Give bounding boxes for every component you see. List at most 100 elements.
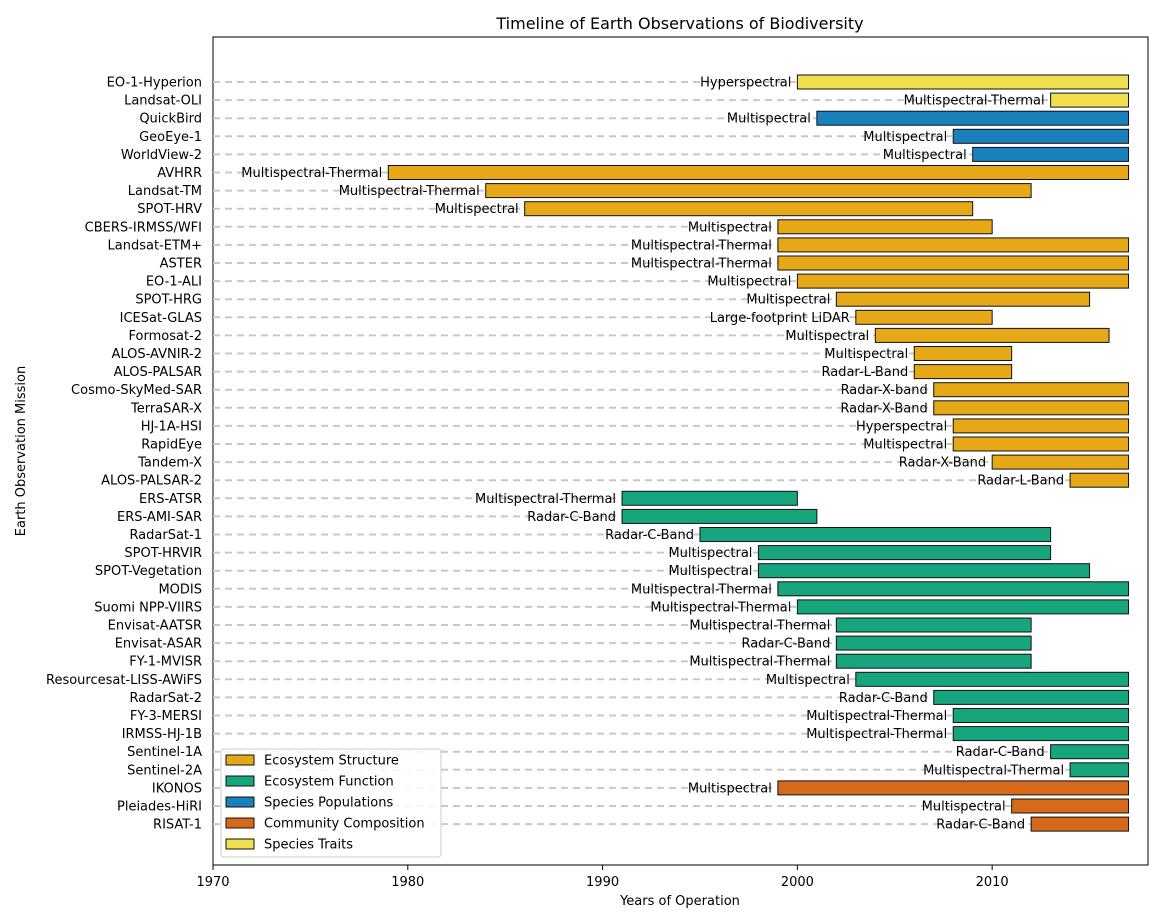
bar-label-cbers-irmss-wfi: Multispectral: [688, 220, 772, 235]
bar-label-cosmo-skymed-sar: Radar-X-band: [841, 383, 928, 398]
bar-label-fy-3-mersi: Multispectral-Thermal: [806, 709, 947, 724]
bar-label-resourcesat-liss-awifs: Multispectral: [766, 673, 850, 688]
mission-label-worldview-2: WorldView-2: [121, 148, 202, 163]
x-axis-title: Years of Operation: [619, 894, 740, 909]
bar-label-eo-1-ali: Multispectral: [707, 275, 791, 290]
bar-label-pleiades-hiri: Multispectral: [922, 800, 1006, 815]
bar-eo-1-ali: [796, 273, 1130, 289]
bar-label-tandem-x: Radar-X-Band: [899, 456, 986, 471]
mission-label-irmss-hj-1b: IRMSS-HJ-1B: [122, 727, 202, 742]
bar-worldview-2: [972, 146, 1130, 162]
bar-geoeye-1: [952, 128, 1130, 144]
bar-label-rapideye: Multispectral: [863, 438, 947, 453]
bar-landsat-etm: [777, 237, 1130, 253]
mission-label-eo-1-hyperion: EO-1-Hyperion: [107, 76, 202, 91]
mission-label-sentinel-2a: Sentinel-2A: [127, 763, 202, 778]
bar-label-modis: Multispectral-Thermal: [631, 582, 772, 597]
bar-landsat-tm: [485, 183, 1032, 199]
x-axis: 1970 1980 1990 2000 2010: [196, 865, 1009, 890]
mission-label-quickbird: QuickBird: [139, 112, 202, 127]
legend-swatch-ecosystem-structure: [225, 754, 255, 766]
bar-label-spot-hrvir: Multispectral: [668, 546, 752, 561]
mission-label-sentinel-1a: Sentinel-1A: [127, 745, 202, 760]
bar-label-avhrr: Multispectral-Thermal: [241, 166, 382, 181]
bar-label-radarsat-2: Radar-C-Band: [839, 691, 928, 706]
mission-label-alos-avnir-2: ALOS-AVNIR-2: [111, 347, 202, 362]
mission-label-cbers-irmss-wfi: CBERS-IRMSS/WFI: [85, 220, 202, 235]
bar-spot-hrg: [835, 291, 1091, 307]
mission-label-modis: MODIS: [158, 582, 202, 597]
bar-icesat-glas: [855, 309, 993, 325]
mission-label-suomi-npp-viirs: Suomi NPP-VIIRS: [94, 600, 202, 615]
mission-label-risat-1: RISAT-1: [153, 818, 202, 833]
bar-envisat-asar: [835, 635, 1032, 651]
mission-label-terrasar-x: TerraSAR-X: [130, 401, 202, 416]
legend-label-ecosystem-structure: Ecosystem Structure: [264, 754, 399, 769]
bar-label-spot-hrv: Multispectral: [435, 202, 519, 217]
bar-label-landsat-oli: Multispectral-Thermal: [904, 94, 1045, 109]
bar-label-eo-1-hyperion: Hyperspectral: [700, 76, 791, 91]
mission-label-avhrr: AVHRR: [157, 166, 202, 181]
bar-alos-palsar-2: [1069, 472, 1130, 488]
bar-spot-vegetation: [757, 563, 1091, 579]
mission-label-alos-palsar-2: ALOS-PALSAR-2: [101, 474, 202, 489]
bar-avhrr: [387, 165, 1130, 180]
mission-label-ers-ami-sar: ERS-AMI-SAR: [117, 510, 202, 525]
x-tick-label-1980: 1980: [391, 875, 424, 890]
mission-label-formosat-2: Formosat-2: [129, 329, 203, 344]
mission-labels-group: EO-1-Hyperion Landsat-OLI QuickBird GeoEye-…: [46, 76, 202, 833]
bar-labels-group: Hyperspectral Multispectral-Thermal Multis…: [241, 76, 1064, 833]
mission-label-resourcesat-liss-awifs: Resourcesat-LISS-AWiFS: [46, 673, 202, 688]
mission-label-envisat-asar: Envisat-ASAR: [115, 637, 202, 652]
mission-label-ers-atsr: ERS-ATSR: [139, 492, 202, 507]
bar-label-alos-palsar: Radar-L-Band: [821, 365, 908, 380]
bar-label-ers-ami-sar: Radar-C-Band: [527, 510, 616, 525]
bar-radarsat-2: [933, 689, 1130, 705]
mission-label-rapideye: RapidEye: [141, 438, 202, 453]
mission-label-fy-3-mersi: FY-3-MERSI: [130, 709, 202, 724]
bar-sentinel-2a: [1069, 762, 1130, 778]
plot-area-frame: [212, 36, 1149, 866]
bar-label-landsat-etm: Multispectral-Thermal: [631, 238, 772, 253]
bar-label-icesat-glas: Large-footprint LiDAR: [710, 311, 850, 326]
bar-label-envisat-aatsr: Multispectral-Thermal: [689, 619, 830, 634]
legend-label-community-composition: Community Composition: [264, 817, 425, 832]
bar-pleiades-hiri: [1011, 798, 1130, 814]
legend-frame: [220, 748, 442, 858]
legend: Ecosystem Structure Ecosystem Function Spe…: [220, 748, 442, 858]
bar-spot-hrv: [524, 201, 974, 217]
bar-label-formosat-2: Multispectral: [785, 329, 869, 344]
bar-formosat-2: [874, 327, 1110, 343]
bar-envisat-aatsr: [835, 617, 1032, 633]
mission-label-landsat-oli: Landsat-OLI: [124, 94, 202, 109]
mission-label-alos-palsar: ALOS-PALSAR: [114, 365, 202, 380]
bar-label-hj-1a-hsi: Hyperspectral: [856, 419, 947, 434]
bar-label-ikonos: Multispectral: [688, 781, 772, 796]
bars-group: [387, 74, 1130, 832]
mission-label-pleiades-hiri: Pleiades-HiRI: [117, 800, 202, 815]
legend-label-ecosystem-function: Ecosystem Function: [264, 775, 394, 790]
x-tick-label-2010: 2010: [976, 875, 1009, 890]
mission-label-eo-1-ali: EO-1-ALI: [146, 275, 202, 290]
bar-ers-atsr: [621, 490, 798, 506]
legend-swatch-species-traits: [225, 838, 255, 850]
bar-label-terrasar-x: Radar-X-Band: [840, 401, 927, 416]
mission-label-spot-vegetation: SPOT-Vegetation: [95, 564, 202, 579]
bar-fy-3-mersi: [952, 708, 1130, 723]
bar-label-alos-avnir-2: Multispectral: [824, 347, 908, 362]
bar-risat-1: [1030, 816, 1130, 832]
mission-label-radarsat-1: RadarSat-1: [129, 528, 202, 543]
bar-label-worldview-2: Multispectral: [883, 148, 967, 163]
mission-label-geoeye-1: GeoEye-1: [139, 130, 202, 145]
bar-radarsat-1: [699, 527, 1052, 542]
bar-terrasar-x: [933, 400, 1130, 416]
bar-label-spot-hrg: Multispectral: [746, 293, 830, 308]
bar-label-landsat-tm: Multispectral-Thermal: [339, 184, 480, 199]
mission-label-icesat-glas: ICESat-GLAS: [120, 311, 202, 326]
bar-sentinel-1a: [1050, 744, 1130, 760]
bar-spot-hrvir: [757, 545, 1052, 561]
legend-swatch-species-populations: [225, 796, 255, 808]
bar-label-suomi-npp-viirs: Multispectral-Thermal: [650, 600, 791, 615]
legend-swatch-community-composition: [225, 817, 255, 829]
mission-label-landsat-tm: Landsat-TM: [128, 184, 202, 199]
